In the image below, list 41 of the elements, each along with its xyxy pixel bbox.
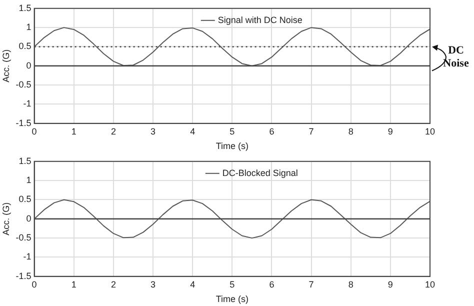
x-tick-label: 6 (269, 279, 274, 290)
x-tick-label: 2 (110, 279, 116, 290)
x-tick-label: 2 (110, 126, 116, 136)
x-tick-label: 7 (308, 126, 314, 136)
y-tick-label: 1 (26, 175, 32, 186)
x-tick-label: 6 (269, 126, 274, 136)
x-tick-label: 3 (150, 279, 156, 290)
y-tick-label: -0.5 (16, 80, 32, 90)
y-tick-label: 0 (26, 60, 32, 70)
y-tick-label: -1.5 (16, 118, 32, 128)
legend-label: DC-Blocked Signal (222, 168, 298, 178)
x-tick-label: 10 (424, 279, 436, 290)
x-tick-label: 10 (424, 126, 436, 136)
x-tick-label: 7 (308, 279, 314, 290)
y-tick-label: -1.5 (16, 270, 32, 281)
y-axis-title: Acc. (G) (0, 202, 11, 236)
x-tick-label: 5 (230, 279, 235, 290)
y-tick-label: 1.5 (18, 156, 32, 166)
x-tick-label: 1 (71, 126, 76, 136)
x-tick-label: 8 (348, 279, 354, 290)
annotation: DC Noise (443, 44, 469, 70)
x-tick-label: 9 (388, 279, 393, 290)
legend-label: Signal with DC Noise (218, 14, 302, 25)
y-tick-label: 0.5 (18, 41, 32, 52)
y-tick-label: 0.5 (18, 194, 32, 204)
x-axis-title: Time (s) (216, 141, 248, 152)
x-tick-label: 3 (150, 126, 156, 136)
x-tick-label: 8 (348, 126, 354, 136)
y-axis-title: Acc. (G) (0, 49, 11, 82)
y-tick-label: 0 (26, 213, 32, 224)
x-tick-label: 4 (190, 279, 196, 290)
x-tick-label: 1 (71, 279, 76, 290)
y-tick-label: -1 (23, 252, 32, 262)
y-tick-label: -1 (23, 98, 32, 109)
y-tick-label: -0.5 (16, 232, 32, 243)
x-tick-label: 4 (190, 126, 196, 136)
y-tick-label: 1.5 (18, 2, 32, 13)
x-tick-label: 5 (230, 126, 235, 136)
y-tick-label: 1 (26, 22, 32, 32)
x-axis-title: Time (s) (216, 294, 248, 304)
x-tick-label: 9 (388, 126, 393, 136)
